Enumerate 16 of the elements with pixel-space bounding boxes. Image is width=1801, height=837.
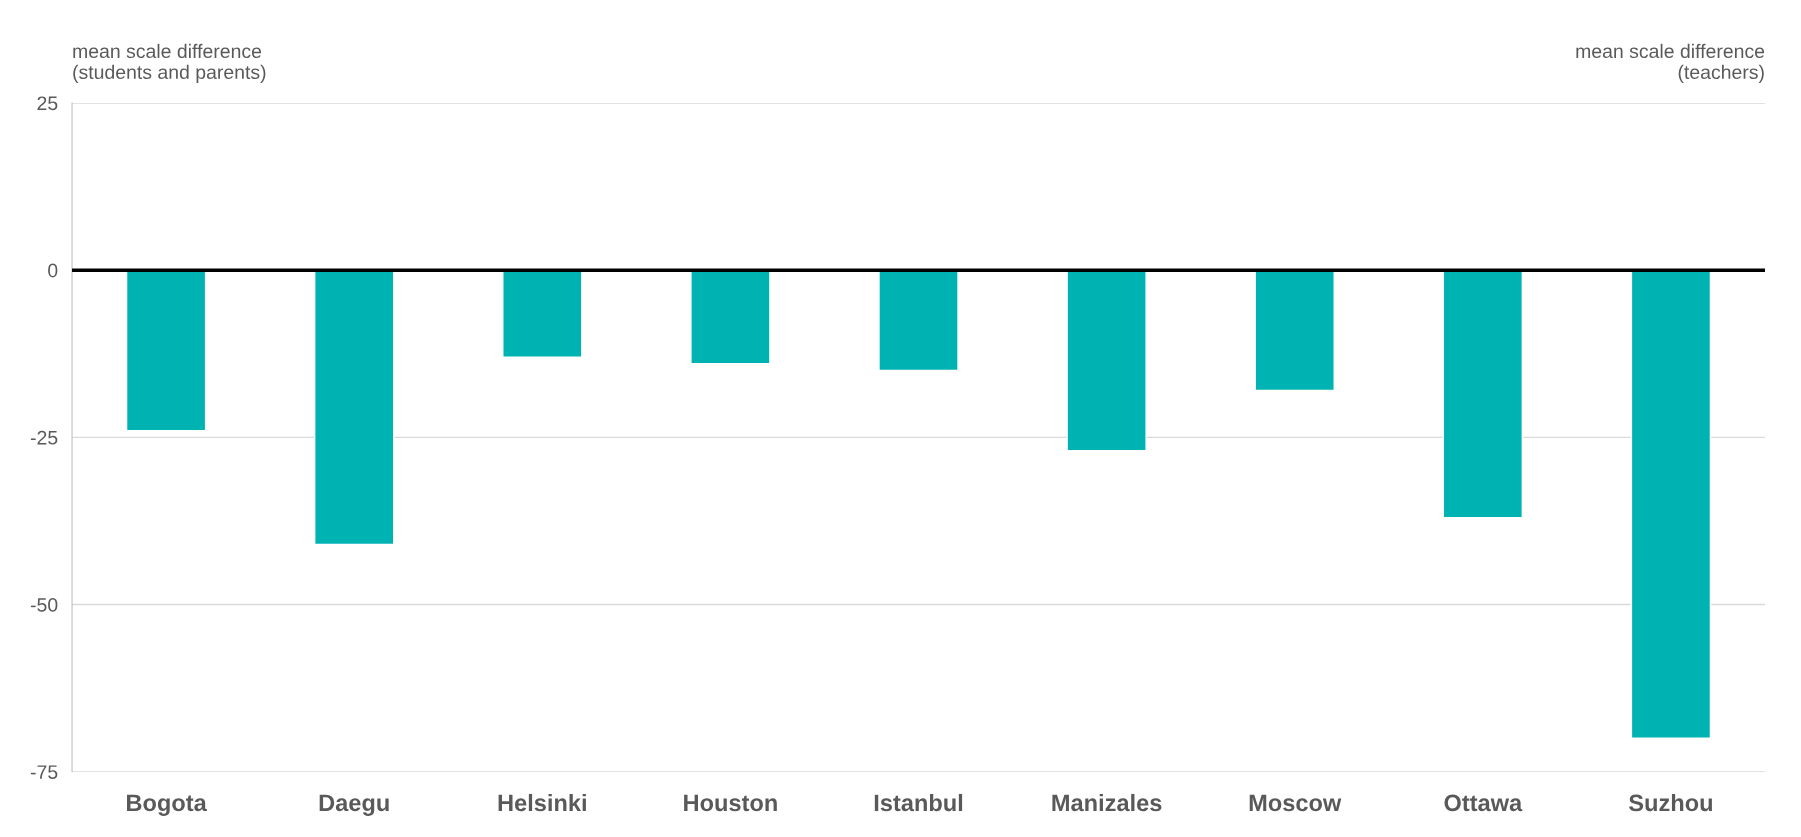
y-tick-label: -50 — [30, 597, 58, 612]
x-tick-label: Suzhou — [1628, 793, 1712, 812]
x-tick-label: Helsinki — [498, 793, 586, 812]
y-axis-title: mean scale difference (students and parents) — [73, 43, 266, 83]
text: mean scale difference (teachers) — [1576, 43, 1765, 83]
x-tick-label: Bogota — [127, 794, 207, 816]
x-tick-label: Moscow — [1249, 794, 1342, 812]
y-tick-label: 0 — [48, 263, 58, 278]
x-tick-label: Ottawa — [1444, 794, 1523, 812]
y-tick-label: -75 — [30, 765, 58, 779]
y-tick-label: -25 — [30, 430, 58, 445]
y-tick-label: 25 — [37, 96, 58, 111]
x-tick-label: Istanbul — [874, 793, 963, 812]
x-tick-label: Houston — [684, 794, 777, 812]
x-tick-label: Manizales — [1052, 793, 1162, 812]
x-tick-label: Daegu — [319, 794, 389, 816]
